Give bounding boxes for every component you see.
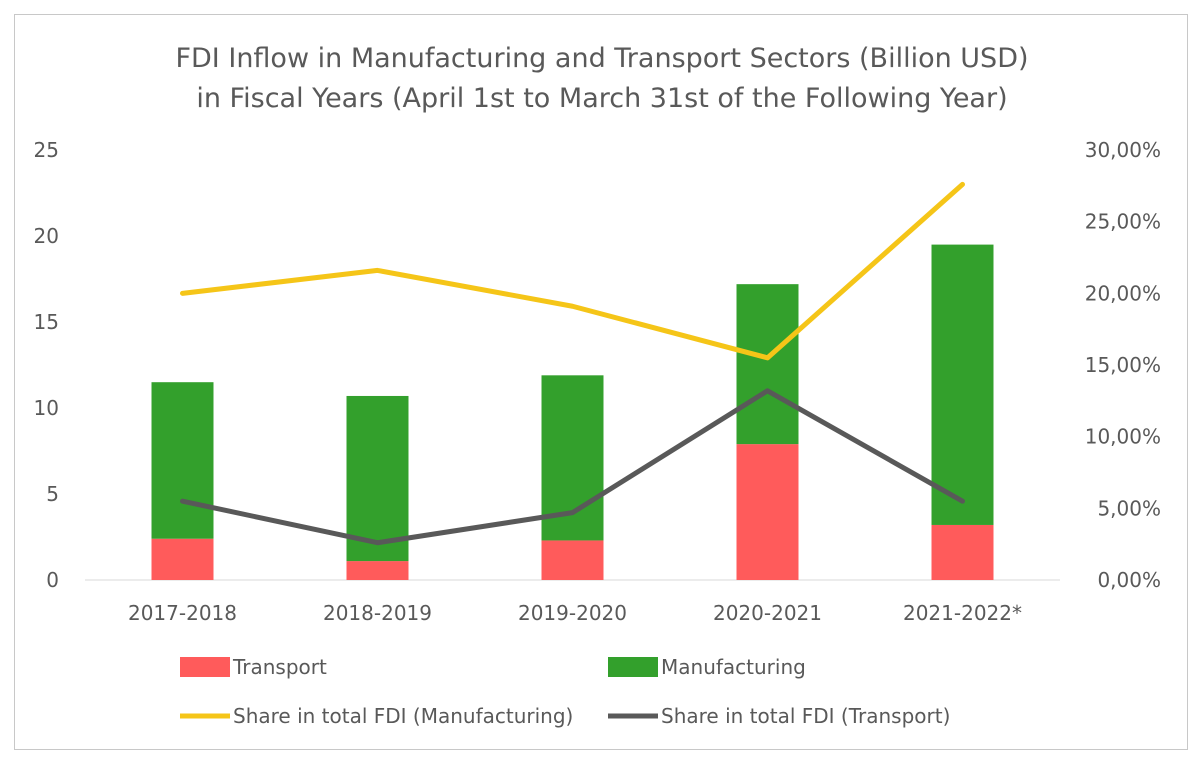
line-series [180, 181, 965, 546]
right-tick-label: 0,00% [1097, 568, 1161, 592]
chart-title-line-2: in Fiscal Years (April 1st to March 31st… [196, 83, 1007, 114]
bar-transport [151, 538, 214, 580]
right-tick-label: 10,00% [1085, 425, 1161, 449]
category-label: 2017-2018 [128, 601, 237, 625]
bar-manufacturing [931, 244, 994, 525]
legend: Transport Manufacturing Share in total FDI… [180, 655, 950, 728]
bar-transport [931, 524, 994, 580]
bar-transport [346, 561, 409, 580]
right-tick-label: 25,00% [1085, 210, 1161, 234]
line-share-transport [180, 388, 965, 546]
chart-frame: FDI Inflow in Manufacturing and Transpor… [14, 14, 1188, 750]
left-tick-label: 5 [46, 482, 59, 506]
bar-manufacturing [346, 395, 409, 562]
legend-label: Share in total FDI (Transport) [661, 704, 950, 728]
category-label: 2021-2022* [903, 601, 1022, 625]
bar-manufacturing [736, 284, 799, 445]
legend-label: Transport [232, 655, 327, 679]
bar-transport [541, 540, 604, 580]
right-axis: 0,00% 5,00% 10,00% 15,00% 20,00% 25,00% 30,00% [1085, 138, 1161, 592]
left-axis: 0 5 10 15 20 25 [34, 138, 59, 592]
legend-label: Share in total FDI (Manufacturing) [233, 704, 573, 728]
right-tick-label: 20,00% [1085, 281, 1161, 305]
category-label: 2019-2020 [518, 601, 627, 625]
legend-label: Manufacturing [661, 655, 806, 679]
right-tick-label: 5,00% [1097, 496, 1161, 520]
left-tick-label: 15 [34, 310, 59, 334]
left-tick-label: 25 [34, 138, 59, 162]
category-labels: 2017-2018 2018-2019 2019-2020 2020-2021 2021… [128, 601, 1022, 625]
left-tick-label: 0 [46, 568, 59, 592]
right-tick-label: 30,00% [1085, 138, 1161, 162]
category-label: 2020-2021 [713, 601, 822, 625]
chart-title-line-1: FDI Inflow in Manufacturing and Transpor… [175, 43, 1028, 74]
bar-transport [736, 444, 799, 580]
legend-swatch [608, 657, 658, 677]
bars [151, 244, 994, 580]
chart-svg: FDI Inflow in Manufacturing and Transpor… [34, 43, 1161, 728]
left-tick-label: 10 [34, 396, 59, 420]
legend-swatch [180, 657, 230, 677]
bar-manufacturing [151, 382, 214, 539]
right-tick-label: 15,00% [1085, 353, 1161, 377]
category-label: 2018-2019 [323, 601, 432, 625]
line-share-manufacturing [180, 181, 965, 361]
left-tick-label: 20 [34, 224, 59, 248]
